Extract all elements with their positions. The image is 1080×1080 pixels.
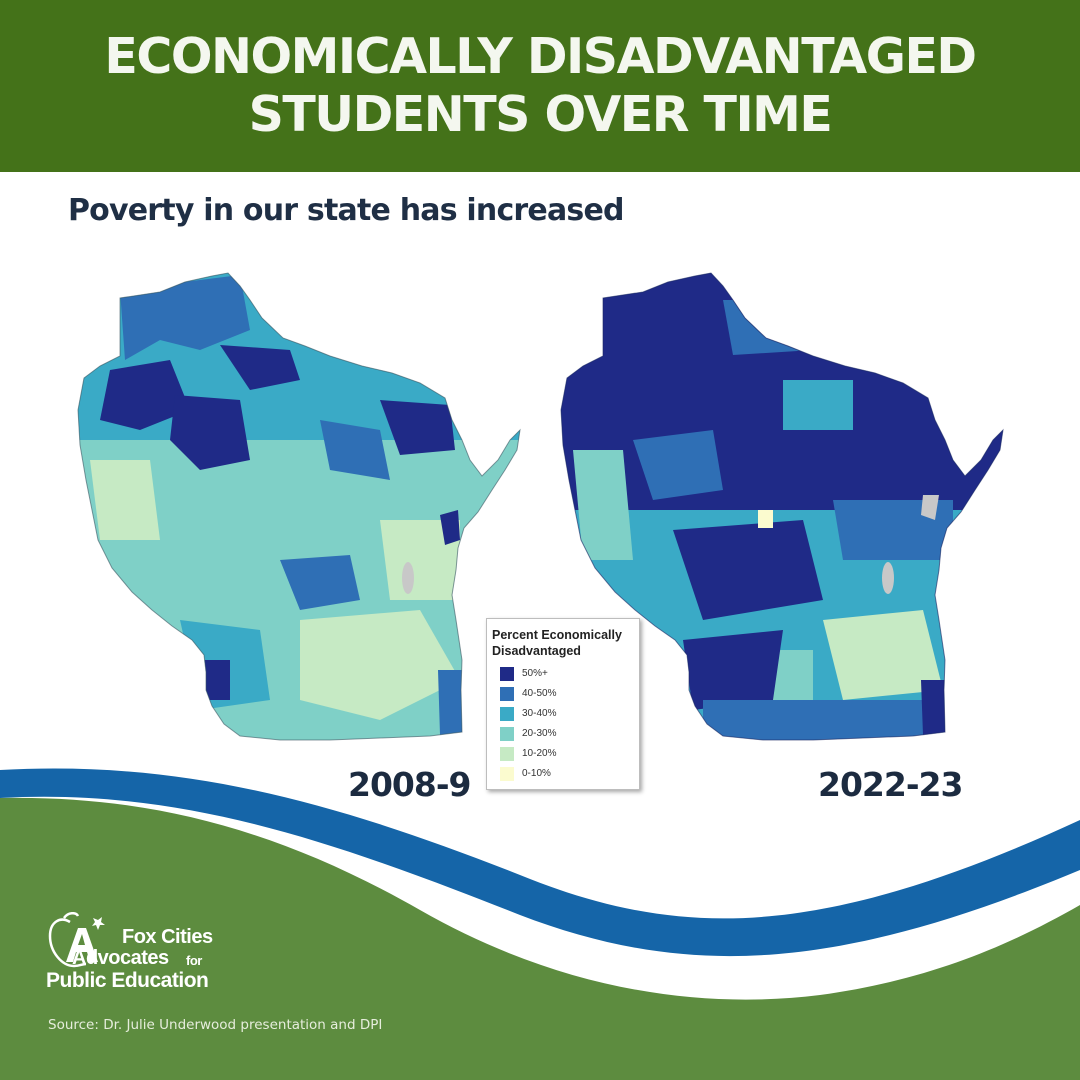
- district-region: [90, 460, 160, 540]
- organization-logo: Fox Cities Advocates for Public Educatio…: [46, 912, 246, 1002]
- district-region: [921, 680, 945, 735]
- map-legend: Percent Economically Disadvantaged 50%+ …: [486, 618, 640, 790]
- district-region: [758, 510, 773, 528]
- district-region: [100, 360, 190, 430]
- water-area: [921, 495, 939, 520]
- logo-text-line1: Fox Cities: [122, 926, 213, 948]
- district-region: [380, 520, 460, 600]
- state-outline: [77, 272, 521, 741]
- title-line-2: STUDENTS OVER TIME: [248, 86, 833, 143]
- district-region: [440, 510, 460, 545]
- maps-canvas: [77, 272, 1004, 741]
- legend-label: 20-30%: [522, 728, 557, 739]
- district-region: [320, 420, 390, 480]
- district-region: [823, 610, 943, 700]
- district-region: [683, 630, 783, 710]
- district-region: [673, 520, 823, 620]
- district-region: [633, 430, 723, 500]
- legend-label: 10-20%: [522, 748, 557, 759]
- map-2008-9: [77, 272, 521, 741]
- subtitle: Poverty in our state has increased: [68, 193, 625, 228]
- district-region: [300, 610, 460, 720]
- legend-label: 50%+: [522, 668, 548, 679]
- legend-swatch: [500, 727, 514, 741]
- legend-swatch: [500, 687, 514, 701]
- district-region: [200, 660, 230, 700]
- lake-winnebago: [402, 562, 414, 594]
- logo-text-line2: Advocates: [72, 947, 169, 969]
- legend-swatch: [500, 707, 514, 721]
- district-region: [703, 700, 943, 740]
- legend-label: 30-40%: [522, 708, 557, 719]
- district-region: [438, 670, 462, 735]
- district-region: [783, 380, 853, 430]
- legend-label: 0-10%: [522, 768, 551, 779]
- state-outline: [560, 272, 1004, 741]
- legend-title: Percent Economically Disadvantaged: [492, 628, 622, 658]
- legend-swatch: [500, 747, 514, 761]
- district-region: [120, 275, 250, 360]
- district-region: [280, 555, 360, 610]
- header-banner: ECONOMICALLY DISADVANTAGED STUDENTS OVER…: [0, 0, 1080, 172]
- logo-text-line2-suffix: for: [186, 953, 202, 968]
- lake-winnebago: [882, 562, 894, 594]
- page-title: ECONOMICALLY DISADVANTAGED STUDENTS OVER…: [40, 28, 1040, 144]
- year-label-2008-9: 2008-9: [348, 765, 472, 804]
- district-region: [270, 440, 320, 480]
- title-line-1: ECONOMICALLY DISADVANTAGED: [104, 28, 977, 85]
- legend-swatch: [500, 767, 514, 781]
- district-region: [380, 400, 455, 455]
- footer-green-field: [0, 797, 1080, 1080]
- apple-a-logo-icon: [48, 912, 105, 968]
- footer-wave: [0, 768, 1080, 1080]
- district-region: [573, 450, 633, 560]
- legend-swatch: [500, 667, 514, 681]
- year-label-2022-23: 2022-23: [818, 765, 963, 804]
- district-region: [723, 300, 813, 355]
- source-credit: Source: Dr. Julie Underwood presentation…: [48, 1017, 383, 1033]
- district-region: [220, 345, 300, 390]
- legend-label: 40-50%: [522, 688, 557, 699]
- logo-text-line3: Public Education: [46, 969, 209, 992]
- district-region: [170, 395, 250, 470]
